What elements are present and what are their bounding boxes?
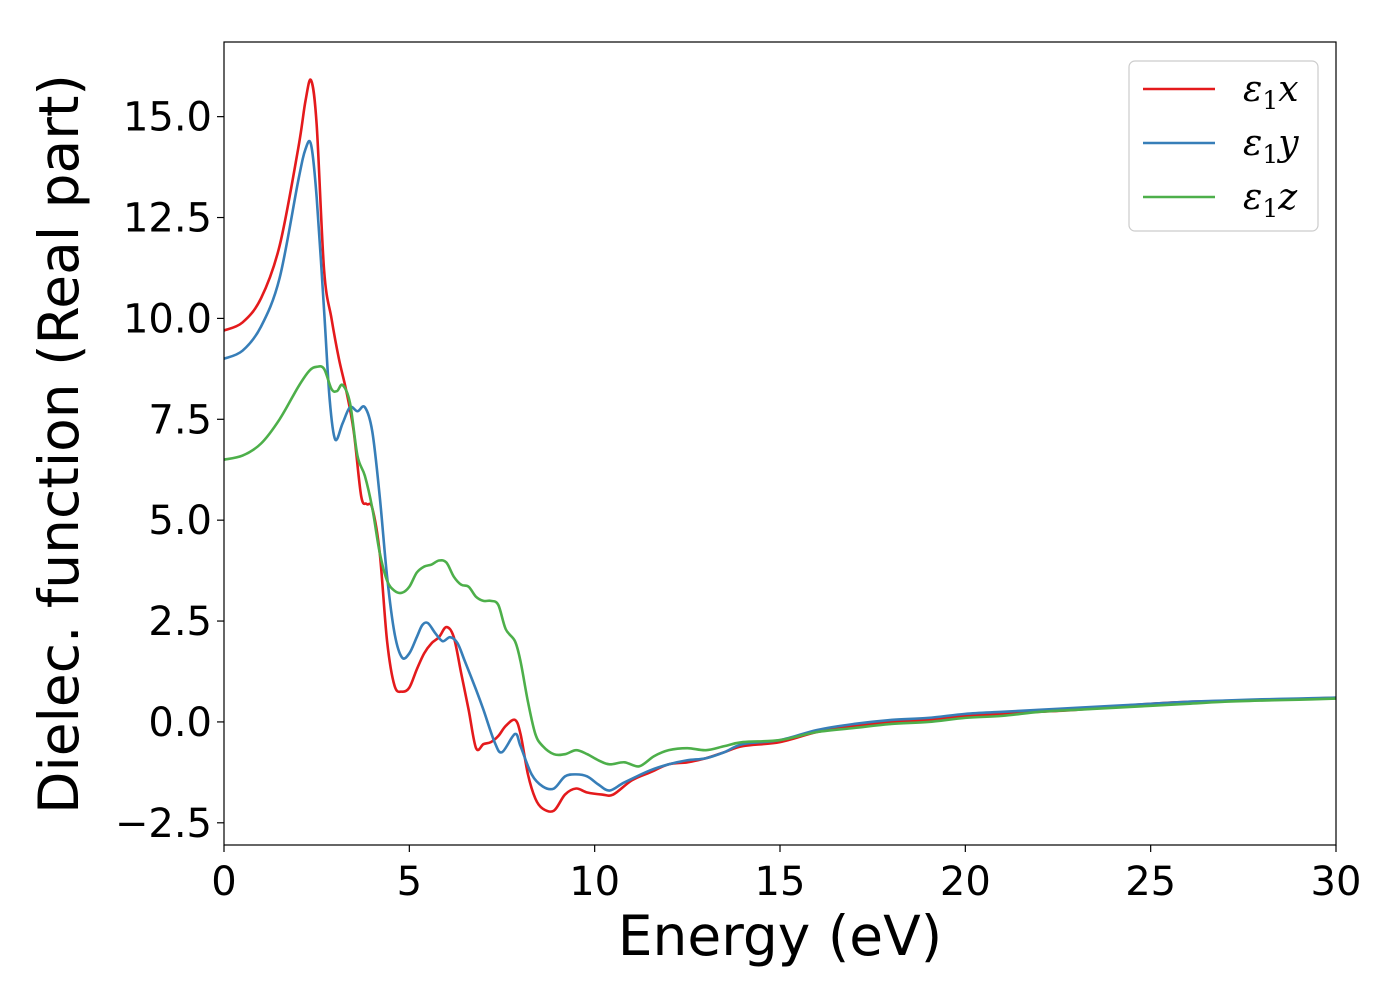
x-tick-label: 0 [211, 859, 236, 905]
series-line-y [224, 139, 1336, 792]
x-tick-label: 30 [1311, 859, 1362, 905]
legend-box [1128, 60, 1319, 232]
legend-label-subscript: 1 [1262, 194, 1278, 223]
y-tick-label: −2.5 [115, 801, 212, 847]
legend-label-suffix: x [1278, 69, 1298, 110]
y-tick-label: 5.0 [148, 498, 212, 544]
x-tick-label: 20 [940, 859, 991, 905]
legend-label-base: ε [1243, 177, 1262, 218]
x-tick-label: 5 [397, 859, 422, 905]
legend-label-x: ε1x [1243, 69, 1299, 115]
legend-label-base: ε [1243, 123, 1262, 164]
legend-label-base: ε [1243, 69, 1262, 110]
legend-label-subscript: 1 [1262, 86, 1278, 115]
x-axis-label: Energy (eV) [618, 904, 942, 968]
series-line-x [224, 78, 1336, 813]
legend-label-y: ε1y [1243, 123, 1299, 169]
y-tick-label: 7.5 [148, 397, 212, 443]
x-tick-label: 15 [755, 859, 806, 905]
y-axis-label: Dielec. function (Real part) [27, 74, 91, 814]
y-tick-label: 2.5 [148, 599, 212, 645]
series-layer [224, 78, 1336, 813]
x-tick-label: 25 [1125, 859, 1176, 905]
y-axis-ticks: −2.5 0.0 2.5 5.0 7.5 10.0 12.5 15.0 [115, 95, 224, 847]
y-tick-label: 12.5 [123, 196, 212, 242]
y-tick-label: 10.0 [123, 296, 212, 342]
y-tick-label: 15.0 [123, 95, 212, 141]
legend-label-suffix: y [1276, 123, 1299, 164]
x-axis-ticks: 0 5 10 15 20 25 30 [211, 845, 1361, 905]
y-tick-label: 0.0 [148, 700, 212, 746]
legend-label-z: ε1z [1243, 177, 1298, 223]
x-tick-label: 10 [569, 859, 620, 905]
legend-label-suffix: z [1277, 177, 1298, 218]
legend-label-subscript: 1 [1262, 140, 1278, 169]
series-line-z [224, 365, 1336, 768]
